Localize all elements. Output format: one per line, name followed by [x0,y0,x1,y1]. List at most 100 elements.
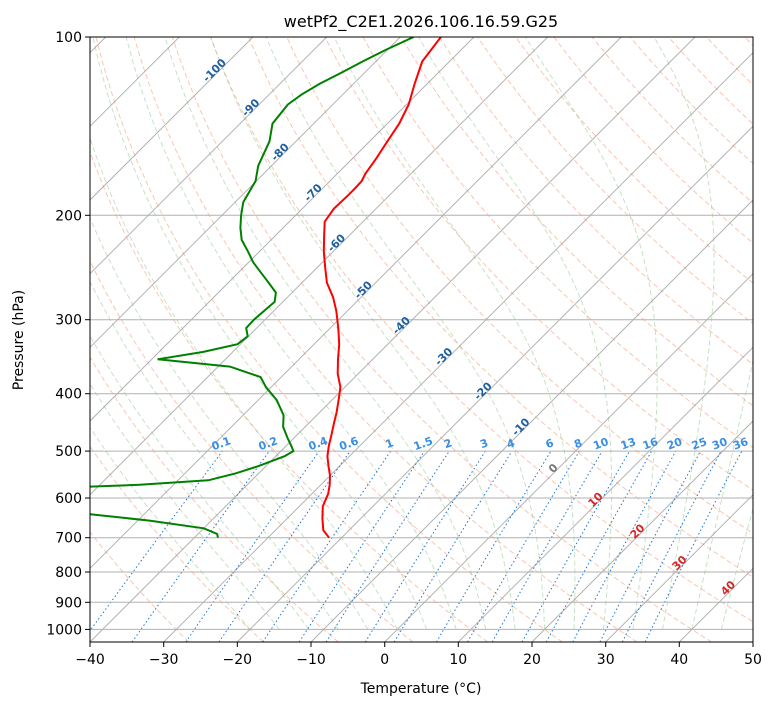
mixing-ratio-label: 8 [572,436,584,451]
isotherm-line [605,493,753,642]
isotherm-line [384,272,753,642]
mixing-ratio-line [572,450,677,642]
moist-adiabat-line [90,136,398,630]
mixing-ratio-line [131,450,270,642]
x-tick-label: −20 [223,652,253,668]
mixing-ratio-label: 0.2 [257,434,280,453]
mixing-ratio-label: 0.1 [210,434,233,453]
mixing-ratio-line [521,450,630,642]
dry-adiabat-line [90,150,488,642]
mixing-ratio-label: 16 [641,435,660,453]
moist-adiabat-line [92,37,428,630]
isotherm-line [90,37,622,570]
y-axis: 100 200 300 400 500 600 700 800 900 1000 [46,30,90,638]
mixing-ratio-line [644,450,743,642]
mixing-ratio-label: 10 [591,435,610,453]
dry-adiabat-line [171,37,712,642]
isotherm-line [90,37,328,275]
y-tick-label: 800 [55,565,82,581]
mixing-ratio-label: 20 [665,435,684,453]
mixing-ratio-line [325,450,450,642]
x-tick-label: 0 [380,652,389,668]
isotherm-line [90,37,696,642]
moist-adiabat-line [265,37,546,630]
mixing-ratio-label: 25 [690,435,709,452]
dry-adiabat-line [515,37,753,284]
isotherm-line [163,51,753,642]
x-axis: −40 −30 −20 −10 0 10 20 30 40 50 [75,642,762,668]
moist-adiabat-line [90,280,339,630]
x-tick-label: −10 [296,652,326,668]
dry-adiabat-line [95,37,563,642]
dry-adiabat-line [324,37,753,491]
x-tick-label: 10 [449,652,467,668]
moist-adiabat-line [653,37,715,630]
mixing-ratio-label: 2 [442,436,454,451]
dry-adiabat-line [133,37,638,642]
moist-adiabat-line [90,216,369,630]
mixing-ratio-line [393,450,513,642]
dry-adiabat-line [90,356,339,642]
moist-adiabat-line [333,37,576,630]
mixing-ratio-label: 6 [544,436,556,451]
y-tick-label: 900 [55,595,82,611]
x-tick-label: −40 [75,652,105,668]
mixing-ratio-label: 3 [478,436,490,451]
mixing-ratio-label: 13 [619,435,638,452]
dry-adiabat-line [400,37,753,407]
dewpoint-profile-line [90,37,415,538]
x-tick-label: 30 [597,652,615,668]
isotherm-line [90,37,475,422]
profile-lines [90,37,442,539]
mixing-ratio-label: 1.5 [412,434,435,453]
x-tick-label: 40 [670,652,688,668]
moist-adiabat-line [210,37,516,630]
isotherm-line [531,420,753,642]
y-tick-label: 1000 [46,622,82,638]
mixing-ratio-label: 1 [384,436,396,451]
x-axis-title: Temperature (°C) [360,681,482,697]
moist-adiabat-line [524,37,658,630]
dry-adiabat-line [438,37,753,366]
moist-adiabat-line [691,358,753,630]
y-tick-label: 700 [55,531,82,547]
isotherm-line [236,125,753,642]
moist-adiabat-line [720,506,753,630]
isotherm-line [310,199,753,642]
x-tick-label: 50 [744,652,762,668]
mixing-ratio-line [262,450,392,642]
y-tick-label: 600 [55,491,82,507]
x-tick-label: −30 [149,652,179,668]
y-tick-label: 200 [55,208,82,224]
dry-adiabat-line [248,37,753,578]
moist-adiabat-line [164,37,487,630]
x-tick-label: 20 [523,652,541,668]
mixing-ratio-label: 30 [710,435,729,453]
mixing-ratio-line [545,450,653,642]
mixing-ratio-label: 4 [505,436,517,451]
y-tick-label: 500 [55,444,82,460]
chart-title: wetPf2_C2E1.2026.106.16.59.G25 [284,12,558,32]
y-tick-label: 400 [55,387,82,403]
moist-adiabat-line [125,37,457,630]
dry-adiabat-line [90,445,264,642]
mixing-ratio-labels: 0.1 0.2 0.4 0.6 1 1.5 2 3 4 6 8 10 13 16 20 25 30 36 [210,434,751,453]
mixing-ratio-label: 0.4 [307,434,330,453]
isotherm-line [90,37,401,349]
mixing-ratio-label: 36 [731,435,750,453]
plot-frame [89,36,754,643]
isotherm-line [457,346,753,642]
y-tick-label: 300 [55,313,82,329]
mixing-ratio-line [90,450,223,632]
y-axis-title: Pressure (hPa) [11,290,27,390]
mixing-ratio-line [218,450,351,642]
moist-adiabat-line [418,37,613,630]
mixing-ratio-line [298,450,425,642]
y-tick-label: 100 [55,30,82,46]
temperature-profile-line [321,37,442,539]
plot-area-background [90,37,753,642]
mixing-ratio-label: 0.6 [338,434,361,453]
moist-adiabat-line [90,334,310,630]
